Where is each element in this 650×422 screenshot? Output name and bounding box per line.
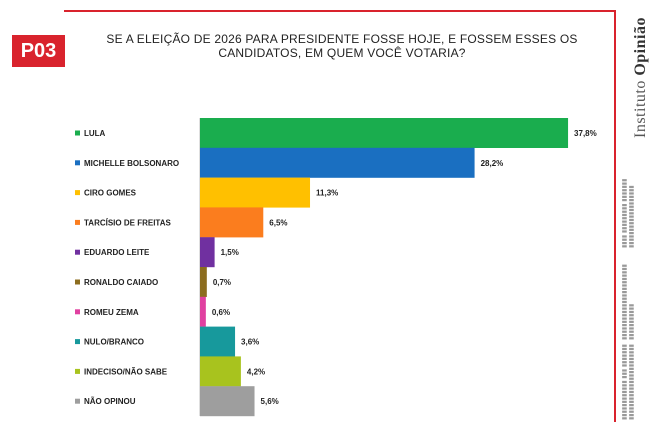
chart-title: SE A ELEIÇÃO DE 2026 PARA PRESIDENTE FOS… — [106, 32, 578, 60]
category-marker — [75, 249, 80, 255]
question-code-badge: P03 — [12, 35, 65, 67]
category-label: MICHELLE BOLSONARO — [84, 159, 179, 168]
bar — [200, 177, 311, 208]
bar — [200, 296, 206, 327]
bar — [200, 237, 215, 268]
category-label: TARCÍSIO DE FREITAS — [84, 218, 171, 227]
brand-name-prefix: Instituto — [632, 75, 649, 138]
category-marker — [75, 339, 80, 345]
value-label: 0,6% — [212, 308, 230, 317]
category-label: NULO/BRANCO — [84, 338, 144, 347]
value-label: 1,5% — [221, 248, 239, 257]
side-contact-block: ▮▮▮▮ ▮▮▮▮▮▮▮▮▮ ▮▮▮▮▮▮▮ ▮▮▮▮▮▮▮▮▮▮▮▮▮▮▮▮▮▮… — [622, 178, 635, 248]
category-label: RONALDO CAIADO — [84, 278, 158, 287]
category-marker — [75, 130, 80, 136]
category-marker — [75, 160, 80, 166]
value-label: 6,5% — [269, 218, 287, 227]
bar — [200, 207, 264, 238]
value-label: 0,7% — [213, 278, 231, 287]
bar — [200, 147, 475, 178]
value-label: 37,8% — [574, 129, 597, 138]
category-label: LULA — [84, 129, 106, 138]
brand-logo: Instituto Opinião — [632, 17, 650, 138]
bar — [200, 118, 569, 148]
category-label: EDUARDO LEITE — [84, 248, 150, 257]
category-label: INDECISO/NÃO SABE — [84, 367, 168, 376]
value-label: 11,3% — [316, 189, 338, 198]
category-label: CIRO GOMES — [84, 189, 137, 198]
value-label: 5,6% — [261, 397, 279, 406]
side-address-block: ▮▮▮▮▮▮▮▮▮▮▮▮ ▮▮▮ ▮▮▮▮▮▮▮ ▮▮▮▮▮▮▮▮▮▮▮▮▮▮▮▮… — [622, 344, 635, 420]
category-marker — [75, 279, 80, 285]
category-marker — [75, 219, 80, 225]
bar — [200, 356, 241, 387]
category-label: ROMEU ZEMA — [84, 308, 139, 317]
header-top-border — [64, 10, 615, 12]
right-border — [614, 10, 616, 422]
category-marker — [75, 398, 80, 404]
value-label: 28,2% — [481, 159, 504, 168]
category-marker — [75, 190, 80, 196]
value-label: 3,6% — [241, 338, 259, 347]
category-marker — [75, 309, 80, 315]
value-label: 4,2% — [247, 367, 265, 376]
bar — [200, 326, 236, 357]
brand-name-bold: Opinião — [632, 17, 649, 76]
side-contact-block-2: ▮▮▮▮▮▮▮▮▮▮▮▮▮▮▮▮▮▮▮▮▮▮▮ ▮▮▮▮▮▮▮▮▮▮▮ — [622, 264, 635, 340]
bar — [200, 386, 255, 417]
category-label: NÃO OPINOU — [84, 397, 136, 406]
category-marker — [75, 368, 80, 374]
bar — [200, 267, 207, 297]
